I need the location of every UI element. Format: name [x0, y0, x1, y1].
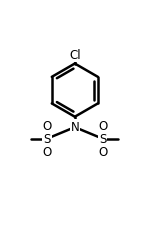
- Text: O: O: [98, 120, 107, 133]
- Text: S: S: [99, 133, 106, 146]
- Text: O: O: [42, 120, 52, 133]
- Text: Cl: Cl: [69, 49, 81, 62]
- Text: S: S: [43, 133, 51, 146]
- Text: N: N: [71, 121, 79, 134]
- Text: O: O: [98, 146, 107, 159]
- Text: O: O: [42, 146, 52, 159]
